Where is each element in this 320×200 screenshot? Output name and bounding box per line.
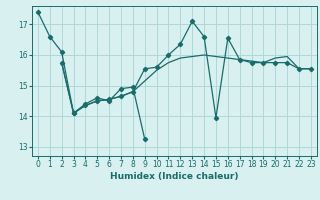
X-axis label: Humidex (Indice chaleur): Humidex (Indice chaleur): [110, 172, 239, 181]
